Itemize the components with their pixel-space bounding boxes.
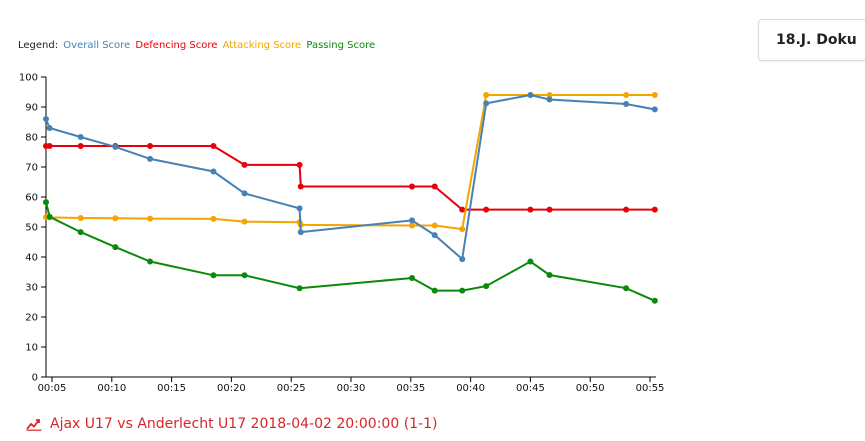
overall-score-point	[77, 134, 84, 140]
overall-score-point	[623, 101, 630, 107]
legend-prefix: Legend:	[18, 40, 59, 51]
legend-defencing-score: Defencing Score	[135, 40, 218, 51]
legend-passing-score: Passing Score	[306, 40, 376, 51]
attacking-score-point	[459, 226, 466, 233]
overall-score-point	[431, 232, 438, 239]
y-tick-label: 80	[25, 133, 38, 144]
defencing-score-point	[46, 143, 53, 149]
attacking-score-point	[546, 92, 553, 98]
passing-score-point	[409, 275, 415, 281]
overall-score-point	[43, 116, 49, 122]
y-tick-label: 0	[32, 373, 38, 384]
defencing-score-point	[77, 143, 84, 149]
attacking-score-point	[431, 222, 438, 229]
defencing-score-point	[546, 206, 553, 213]
x-tick-label: 00:40	[456, 383, 485, 394]
passing-score-point	[431, 287, 438, 294]
x-tick-label: 00:05	[38, 383, 67, 394]
x-tick-label: 00:55	[636, 383, 665, 394]
overall-score-point	[296, 205, 303, 212]
passing-score-line	[45, 201, 656, 302]
passing-score-point	[46, 213, 53, 220]
defencing-score-point	[483, 206, 490, 213]
y-tick-label: 50	[25, 223, 38, 234]
attacking-score-point	[651, 92, 658, 98]
x-tick-label: 00:45	[516, 383, 545, 394]
attacking-score-point	[77, 215, 84, 221]
score-line-chart: 0 10 20 30 40 50 60 70 80 90 100 00:05 00:10 00:15 00:…	[19, 73, 665, 395]
y-tick-label: 90	[25, 103, 38, 114]
passing-score-point	[210, 272, 217, 279]
overall-score-point	[483, 100, 490, 107]
y-tick-label: 20	[25, 313, 38, 324]
x-tick-label: 00:50	[576, 383, 605, 394]
defencing-score-line	[46, 145, 655, 211]
passing-score-point	[241, 272, 248, 279]
attacking-score-point	[112, 215, 119, 222]
attacking-score-point	[623, 92, 630, 98]
defencing-score-point	[296, 161, 303, 168]
overall-score-point	[651, 106, 658, 113]
passing-score-point	[296, 285, 303, 292]
overall-score-point	[210, 168, 217, 175]
overall-score-point	[147, 155, 154, 162]
overall-score-point	[546, 96, 553, 103]
defencing-score-point	[623, 206, 630, 213]
y-tick-label: 40	[25, 253, 38, 264]
overall-score-point	[409, 217, 415, 224]
y-tick-label: 10	[25, 343, 38, 354]
defencing-score-point	[409, 183, 415, 190]
x-tick-label: 00:35	[396, 383, 425, 394]
chart-legend: Legend: Overall Score Defencing Score At…	[18, 40, 377, 51]
player-name-card[interactable]: 18.J. Doku	[758, 19, 865, 61]
defencing-score-point	[431, 183, 438, 190]
chart-line-icon	[26, 419, 42, 431]
defencing-score-point	[297, 183, 304, 190]
passing-score-point	[43, 199, 49, 206]
defencing-score-point	[459, 206, 466, 213]
y-tick-label: 60	[25, 193, 38, 204]
player-name: 18.J. Doku	[776, 32, 857, 48]
passing-score-point	[623, 285, 630, 292]
overall-score-point	[459, 256, 466, 263]
overall-score-point	[297, 229, 304, 236]
y-tick-label: 100	[19, 73, 38, 84]
overall-score-line	[45, 93, 655, 262]
defencing-score-point	[241, 161, 248, 168]
x-tick-label: 00:10	[97, 383, 126, 394]
passing-score-point	[546, 272, 553, 278]
legend-attacking-score: Attacking Score	[222, 40, 302, 51]
passing-score-point	[147, 258, 154, 265]
overall-score-point	[241, 190, 248, 197]
match-title: Ajax U17 vs Anderlecht U17 2018-04-02 20…	[50, 416, 438, 432]
passing-score-point	[112, 244, 119, 251]
defencing-score-point	[147, 143, 154, 149]
attacking-score-point	[241, 218, 248, 225]
passing-score-point	[527, 258, 534, 265]
attacking-score-point	[409, 222, 415, 229]
legend-overall-score: Overall Score	[63, 40, 131, 51]
defencing-score-point	[210, 143, 217, 149]
attacking-score-point	[210, 215, 217, 222]
defencing-score-point	[527, 206, 534, 213]
passing-score-point	[77, 229, 84, 236]
y-tick-label: 30	[25, 283, 38, 294]
passing-score-point	[459, 287, 466, 294]
x-tick-label: 00:20	[217, 383, 246, 394]
passing-score-point	[651, 297, 658, 304]
x-tick-label: 00:25	[277, 383, 306, 394]
defencing-score-point	[651, 206, 658, 213]
attacking-score-point	[483, 92, 490, 98]
attacking-score-point	[147, 215, 154, 222]
match-link[interactable]: Ajax U17 vs Anderlecht U17 2018-04-02 20…	[26, 416, 437, 432]
y-tick-label: 70	[25, 163, 38, 174]
x-tick-label: 00:30	[337, 383, 366, 394]
overall-score-point	[46, 125, 53, 131]
overall-score-point	[527, 92, 534, 98]
overall-score-point	[112, 143, 119, 150]
passing-score-point	[483, 283, 490, 290]
x-tick-label: 00:15	[157, 383, 186, 394]
